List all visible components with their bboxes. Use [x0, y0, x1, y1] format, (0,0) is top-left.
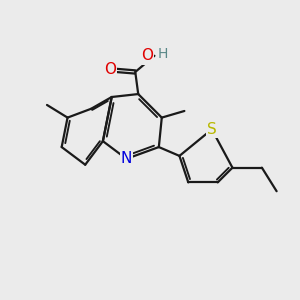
Text: S: S — [207, 122, 217, 137]
Text: N: N — [121, 151, 132, 166]
Text: H: H — [158, 47, 168, 61]
Text: O: O — [104, 62, 116, 77]
Text: O: O — [141, 48, 153, 63]
